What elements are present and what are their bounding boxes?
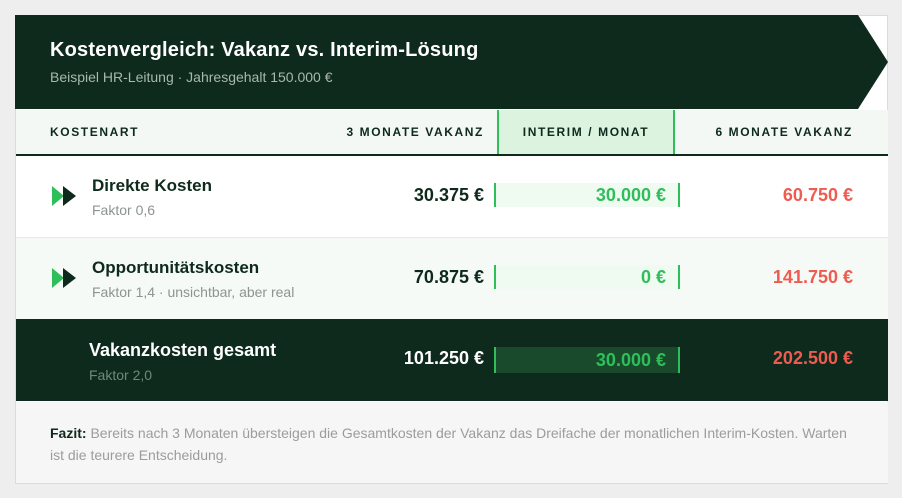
conclusion-prefix: Fazit:: [50, 425, 87, 441]
total-label: Vakanzkosten gesamt: [89, 340, 277, 360]
total-interim: 30.000 €: [494, 347, 680, 373]
header-arrow-shape: [15, 15, 888, 109]
total-3-monate: 101.250 €: [403, 348, 484, 368]
double-play-icon: [52, 186, 76, 206]
row-factor: Faktor 0,6: [92, 202, 156, 218]
value-3-monate: 70.875 €: [413, 267, 484, 287]
table-row-direkte-kosten: Direkte Kosten Faktor 0,6 30.375 € 30.00…: [16, 156, 888, 238]
value-6-monate: 60.750 €: [782, 185, 853, 205]
row-label: Direkte Kosten: [92, 176, 212, 195]
page-title: Kostenvergleich: Vakanz vs. Interim-Lösu…: [50, 39, 479, 61]
value-3-monate: 30.375 €: [413, 185, 484, 205]
value-6-monate: 141.750 €: [772, 267, 853, 287]
column-header-interim: INTERIM / MONAT: [497, 110, 675, 154]
conclusion-body: Bereits nach 3 Monaten übersteigen die G…: [50, 425, 847, 463]
page-subtitle: Beispiel HR-Leitung · Jahresgehalt 150.0…: [50, 69, 333, 85]
value-interim: 30.000 €: [494, 183, 680, 207]
total-factor: Faktor 2,0: [89, 367, 153, 383]
conclusion-box: Fazit: Bereits nach 3 Monaten übersteige…: [16, 402, 888, 483]
column-header-6-monate: 6 MONATE VAKANZ: [715, 125, 853, 139]
table-row-opportunitaetskosten: Opportunitätskosten Faktor 1,4 · unsicht…: [16, 238, 888, 319]
column-header-3-monate: 3 MONATE VAKANZ: [346, 125, 484, 139]
conclusion-text: Fazit: Bereits nach 3 Monaten übersteige…: [50, 422, 850, 466]
table-header: KOSTENART 3 MONATE VAKANZ INTERIM / MONA…: [16, 110, 888, 156]
table-row-total: Vakanzkosten gesamt Faktor 2,0 101.250 €…: [16, 319, 888, 401]
value-interim: 0 €: [494, 265, 680, 289]
column-header-kostenart: KOSTENART: [50, 125, 140, 139]
total-6-monate: 202.500 €: [772, 348, 853, 368]
row-label: Opportunitätskosten: [92, 258, 260, 277]
header-banner: Kostenvergleich: Vakanz vs. Interim-Lösu…: [15, 15, 888, 109]
row-factor: Faktor 1,4 · unsichtbar, aber real: [92, 284, 295, 300]
double-play-icon: [52, 268, 76, 288]
